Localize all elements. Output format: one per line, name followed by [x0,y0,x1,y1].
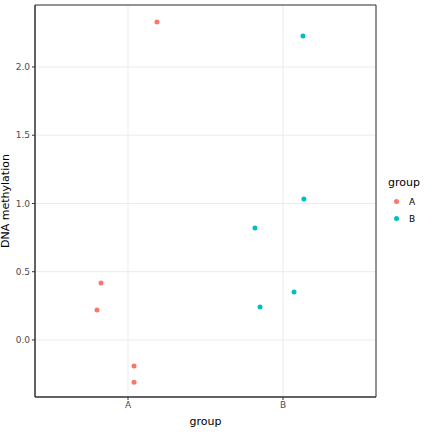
svg-text:group: group [190,415,222,428]
svg-text:A: A [125,400,132,410]
svg-text:B: B [280,400,286,410]
svg-text:1.0: 1.0 [16,199,31,209]
svg-text:DNA methylation: DNA methylation [8,154,12,248]
html-text:A: A [409,196,416,207]
html-text:B: B [409,213,416,224]
svg-text:2.0: 2.0 [16,62,31,72]
svg-text:0.0: 0.0 [16,335,31,345]
svg-text:0.5: 0.5 [16,267,30,277]
svg-text:1.5: 1.5 [16,130,30,140]
html-text:group: group [388,176,420,189]
